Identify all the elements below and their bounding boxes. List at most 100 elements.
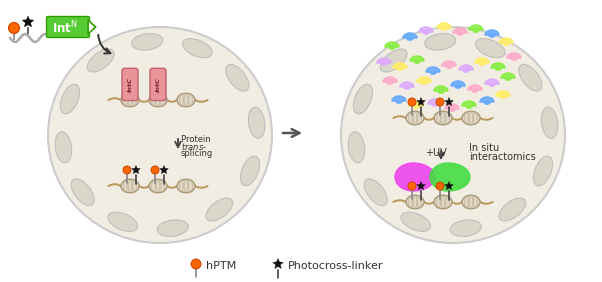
FancyBboxPatch shape (122, 68, 138, 100)
Ellipse shape (60, 84, 79, 114)
Polygon shape (469, 25, 483, 32)
FancyBboxPatch shape (150, 68, 166, 100)
Text: IntC: IntC (128, 77, 132, 92)
Polygon shape (485, 30, 499, 37)
Ellipse shape (364, 179, 387, 206)
Text: Protein: Protein (181, 135, 213, 144)
Polygon shape (410, 56, 424, 63)
Ellipse shape (240, 156, 259, 186)
Polygon shape (453, 28, 467, 35)
Polygon shape (507, 53, 521, 60)
Text: interactomics: interactomics (469, 152, 536, 162)
Polygon shape (434, 86, 448, 93)
Ellipse shape (177, 179, 195, 193)
Polygon shape (485, 79, 499, 86)
Polygon shape (426, 67, 440, 74)
Polygon shape (501, 73, 515, 80)
Ellipse shape (462, 195, 480, 209)
Text: Photocross-linker: Photocross-linker (288, 261, 383, 271)
Text: +UV: +UV (425, 148, 447, 158)
Polygon shape (445, 98, 453, 106)
Polygon shape (419, 27, 433, 34)
Polygon shape (445, 182, 453, 190)
Ellipse shape (248, 107, 265, 138)
Polygon shape (445, 104, 459, 111)
Polygon shape (132, 166, 140, 174)
Circle shape (191, 259, 201, 269)
Polygon shape (430, 163, 470, 191)
Polygon shape (403, 33, 417, 40)
Polygon shape (160, 166, 169, 174)
Polygon shape (400, 82, 414, 89)
Polygon shape (417, 98, 425, 106)
Polygon shape (409, 101, 423, 108)
Ellipse shape (182, 39, 212, 58)
Polygon shape (273, 259, 283, 268)
Ellipse shape (71, 179, 94, 206)
Ellipse shape (519, 64, 542, 91)
Polygon shape (395, 163, 435, 191)
Ellipse shape (132, 34, 163, 50)
Ellipse shape (177, 93, 195, 107)
Ellipse shape (450, 220, 482, 236)
Ellipse shape (157, 220, 188, 236)
Ellipse shape (380, 49, 407, 72)
Ellipse shape (121, 179, 139, 193)
Ellipse shape (533, 156, 553, 186)
Text: $\it{trans}$-: $\it{trans}$- (181, 142, 207, 153)
Ellipse shape (401, 212, 430, 232)
Polygon shape (475, 58, 489, 65)
Ellipse shape (462, 111, 480, 125)
Circle shape (8, 23, 19, 34)
Polygon shape (459, 65, 473, 72)
Ellipse shape (424, 34, 456, 50)
Ellipse shape (108, 212, 137, 232)
Circle shape (436, 98, 444, 106)
Ellipse shape (48, 27, 272, 243)
Circle shape (408, 98, 416, 106)
Polygon shape (88, 20, 96, 34)
Polygon shape (496, 91, 510, 98)
Polygon shape (383, 77, 397, 84)
Polygon shape (499, 38, 513, 45)
Ellipse shape (55, 132, 72, 163)
Polygon shape (89, 22, 94, 32)
Text: IntC: IntC (155, 77, 161, 92)
Ellipse shape (121, 93, 139, 107)
Text: hPTM: hPTM (206, 261, 236, 271)
Circle shape (151, 166, 159, 174)
Polygon shape (428, 99, 442, 106)
Polygon shape (393, 63, 407, 70)
Ellipse shape (434, 111, 452, 125)
Circle shape (436, 182, 444, 190)
Ellipse shape (353, 84, 373, 114)
Polygon shape (480, 97, 494, 104)
Polygon shape (377, 58, 391, 65)
FancyBboxPatch shape (46, 17, 90, 38)
Polygon shape (392, 96, 406, 103)
Ellipse shape (499, 198, 526, 221)
Polygon shape (437, 23, 451, 30)
Ellipse shape (406, 111, 424, 125)
Ellipse shape (87, 49, 114, 72)
Ellipse shape (541, 107, 558, 138)
Ellipse shape (406, 195, 424, 209)
Ellipse shape (341, 27, 565, 243)
Polygon shape (442, 61, 456, 68)
Polygon shape (385, 42, 399, 49)
Polygon shape (417, 77, 431, 84)
Polygon shape (491, 63, 505, 70)
Polygon shape (462, 101, 476, 108)
Ellipse shape (476, 39, 505, 58)
Ellipse shape (226, 64, 249, 91)
Ellipse shape (149, 93, 167, 107)
Circle shape (408, 182, 416, 190)
Ellipse shape (149, 179, 167, 193)
Ellipse shape (348, 132, 365, 163)
Text: splicing: splicing (181, 149, 213, 158)
Ellipse shape (434, 195, 452, 209)
Polygon shape (468, 85, 482, 92)
Text: In situ: In situ (469, 143, 499, 153)
Circle shape (123, 166, 131, 174)
Text: Int$^{\rm N}$: Int$^{\rm N}$ (52, 20, 78, 36)
